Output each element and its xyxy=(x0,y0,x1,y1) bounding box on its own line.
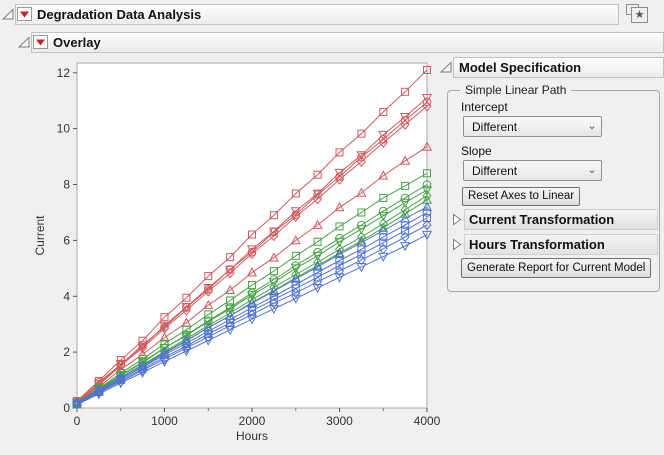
svg-text:2: 2 xyxy=(63,345,70,359)
svg-text:0: 0 xyxy=(74,414,81,428)
intercept-dropdown[interactable]: Different ⌄ xyxy=(463,116,602,137)
y-axis: 0 2 4 6 8 10 12 xyxy=(57,66,77,415)
model-spec-header-bar: Model Specification xyxy=(453,57,664,78)
simple-linear-path-groupbox: Simple Linear Path xyxy=(447,83,660,292)
svg-text:2000: 2000 xyxy=(239,414,266,428)
svg-text:10: 10 xyxy=(57,122,71,136)
groupbox-label: Simple Linear Path xyxy=(460,83,572,97)
hours-transformation-title: Hours Transformation xyxy=(469,237,605,252)
generate-report-button[interactable]: Generate Report for Current Model xyxy=(461,258,652,278)
plot-frame xyxy=(76,62,428,409)
intercept-dropdown-value: Different xyxy=(472,119,518,134)
model-spec-title: Model Specification xyxy=(459,60,582,75)
overlay-header-bar xyxy=(31,32,664,53)
red-triangle-menu-icon[interactable] xyxy=(33,35,48,49)
publish-report-icon[interactable]: ★ xyxy=(626,4,650,24)
page-title: Degradation Data Analysis xyxy=(37,7,202,22)
svg-text:12: 12 xyxy=(57,66,71,80)
disclosure-closed-icon[interactable] xyxy=(452,213,462,226)
slope-dropdown-value: Different xyxy=(472,163,518,178)
svg-text:0: 0 xyxy=(63,401,70,415)
outline-header-bar xyxy=(15,4,619,25)
slope-dropdown[interactable]: Different ⌄ xyxy=(463,160,602,181)
x-axis: 0 1000 2000 3000 4000 xyxy=(74,408,441,428)
disclosure-open-icon[interactable] xyxy=(440,61,453,74)
svg-text:6: 6 xyxy=(63,233,70,247)
svg-text:4000: 4000 xyxy=(414,414,441,428)
current-transformation-header[interactable]: Current Transformation xyxy=(464,209,658,230)
hours-transformation-header[interactable]: Hours Transformation xyxy=(464,234,658,255)
intercept-label: Intercept xyxy=(461,100,508,114)
chevron-down-icon: ⌄ xyxy=(587,164,597,176)
publish-star-icon: ★ xyxy=(631,7,648,23)
reset-axes-button[interactable]: Reset Axes to Linear xyxy=(462,187,581,206)
plot-series xyxy=(71,66,433,410)
overlay-title: Overlay xyxy=(53,35,101,50)
chevron-down-icon: ⌄ xyxy=(587,120,597,132)
disclosure-open-icon[interactable] xyxy=(2,8,15,21)
svg-text:8: 8 xyxy=(63,178,70,192)
disclosure-open-icon[interactable] xyxy=(18,36,31,49)
slope-label: Slope xyxy=(461,144,492,158)
x-axis-title: Hours xyxy=(236,429,268,443)
svg-text:1000: 1000 xyxy=(151,414,178,428)
red-triangle-menu-icon[interactable] xyxy=(17,7,32,21)
current-transformation-title: Current Transformation xyxy=(469,212,615,227)
disclosure-closed-icon[interactable] xyxy=(452,238,462,251)
svg-text:3000: 3000 xyxy=(326,414,353,428)
svg-text:4: 4 xyxy=(63,289,70,303)
overlay-plot-svg[interactable]: 0 2 4 6 8 10 12 0 1000 2000 3000 4000 Current Hours xyxy=(0,56,450,455)
y-axis-title: Current xyxy=(33,215,47,256)
